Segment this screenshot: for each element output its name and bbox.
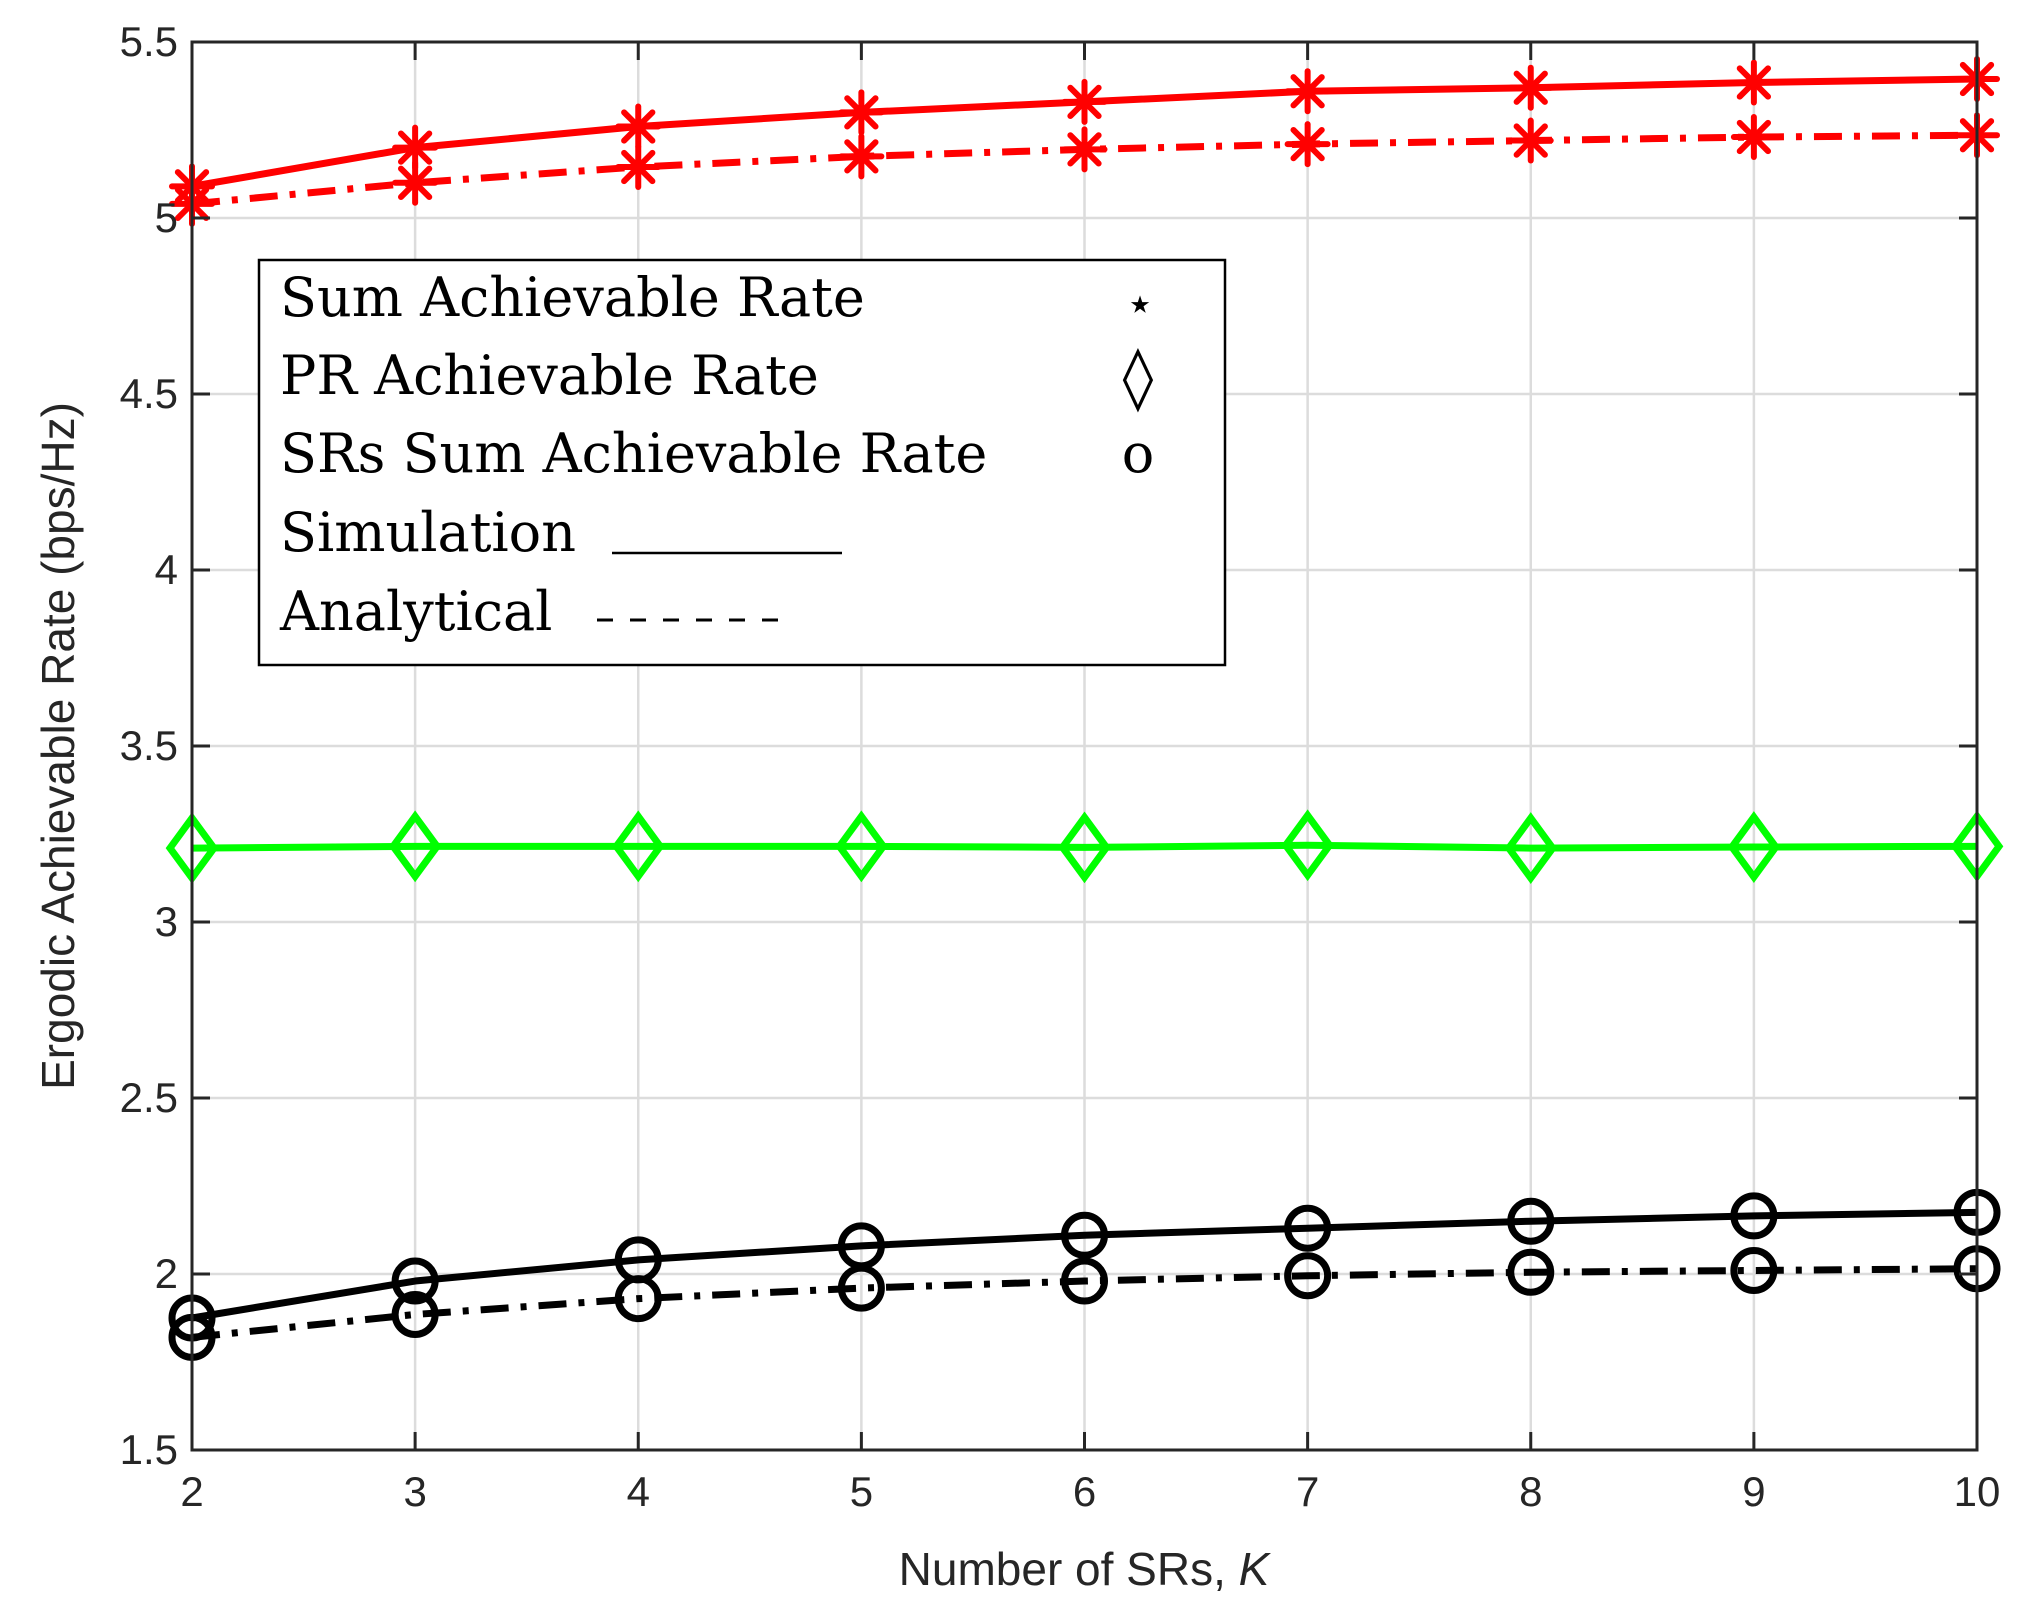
y-tick-label: 4.5 bbox=[120, 370, 178, 417]
series-diamond-marker bbox=[1727, 811, 1781, 883]
series-star-marker bbox=[844, 95, 879, 130]
y-tick-label: 5.5 bbox=[120, 18, 178, 65]
x-axis-label-text: Number of SRs, bbox=[899, 1543, 1239, 1595]
series-diamond-marker bbox=[388, 810, 442, 883]
series-diamond-marker bbox=[1058, 811, 1111, 884]
x-tick-label: 8 bbox=[1519, 1468, 1542, 1515]
series-1 bbox=[169, 112, 2000, 227]
series-line bbox=[191, 841, 1978, 852]
legend-label-srs-rate: SRs Sum Achievable Rate bbox=[280, 422, 987, 485]
series-star-marker bbox=[1736, 119, 1772, 155]
legend: Sum Achievable Rate ⋆ PR Achievable Rate… bbox=[257, 258, 1227, 667]
series-layer bbox=[165, 55, 2004, 1361]
series-star-marker bbox=[1513, 123, 1548, 158]
series-diamond-marker bbox=[1504, 812, 1558, 884]
x-tick-label: 10 bbox=[1954, 1468, 2001, 1515]
series-circle-marker bbox=[1061, 1257, 1108, 1305]
series-star-marker bbox=[1290, 126, 1325, 162]
series-star-marker bbox=[1736, 65, 1772, 100]
series-circle-marker bbox=[614, 1275, 662, 1323]
series-star-marker bbox=[621, 149, 656, 185]
series-star-marker bbox=[1067, 84, 1102, 119]
series-line bbox=[191, 1265, 1978, 1341]
x-tick-label: 2 bbox=[180, 1468, 203, 1515]
y-axis-label: Ergodic Achievable Rate (bps/Hz) bbox=[32, 402, 84, 1090]
x-tick-label: 7 bbox=[1296, 1468, 1319, 1515]
y-tick-label: 2 bbox=[155, 1250, 178, 1297]
series-star-marker bbox=[1290, 74, 1325, 109]
x-axis-label: Number of SRs, K bbox=[899, 1543, 1272, 1595]
x-axis-label-variable: K bbox=[1239, 1543, 1272, 1595]
y-tick-label: 2.5 bbox=[120, 1074, 178, 1121]
legend-label-sum-rate: Sum Achievable Rate bbox=[280, 266, 865, 329]
series-circle-marker bbox=[1284, 1204, 1332, 1252]
legend-box bbox=[257, 258, 1227, 667]
series-star-marker bbox=[621, 109, 656, 144]
x-tick-label: 9 bbox=[1742, 1468, 1765, 1515]
series-diamond-marker bbox=[1281, 809, 1334, 882]
x-tick-label: 4 bbox=[627, 1468, 650, 1515]
legend-label-analytical: Analytical bbox=[279, 580, 552, 643]
legend-label-simulation: Simulation bbox=[280, 501, 576, 564]
series-star-marker bbox=[397, 130, 433, 165]
x-tick-label: 3 bbox=[403, 1468, 426, 1515]
series-star-marker bbox=[397, 165, 433, 200]
ticks: 2 3 4 5 6 7 8 9 101.522.533.544.555.5 bbox=[120, 18, 2001, 1515]
legend-label-pr-rate: PR Achievable Rate bbox=[280, 344, 819, 407]
y-tick-label: 1.5 bbox=[120, 1426, 178, 1473]
series-star-marker bbox=[1513, 70, 1548, 105]
legend-star-icon: ⋆ bbox=[1125, 276, 1155, 332]
series-circle-marker bbox=[1284, 1252, 1332, 1300]
series-circle-marker bbox=[1507, 1248, 1555, 1296]
y-tick-label: 3.5 bbox=[120, 722, 178, 769]
series-star-marker bbox=[1067, 132, 1102, 167]
series-line bbox=[191, 1208, 1978, 1322]
y-tick-label: 5 bbox=[155, 194, 178, 241]
series-diamond-marker bbox=[835, 810, 888, 883]
series-circle-marker bbox=[837, 1264, 885, 1312]
series-circle-marker bbox=[1730, 1192, 1778, 1240]
legend-circle-icon: o bbox=[1122, 422, 1155, 485]
series-circle-marker bbox=[391, 1257, 439, 1305]
series-circle-marker bbox=[1730, 1246, 1778, 1294]
series-circle-marker bbox=[1061, 1211, 1108, 1259]
y-tick-label: 4 bbox=[155, 546, 178, 593]
series-diamond-marker bbox=[611, 810, 665, 883]
x-tick-label: 6 bbox=[1073, 1468, 1096, 1515]
series-star-marker bbox=[844, 139, 879, 174]
y-tick-label: 3 bbox=[155, 898, 178, 945]
series-0 bbox=[169, 55, 2000, 210]
series-circle-marker bbox=[1507, 1197, 1555, 1245]
x-tick-label: 5 bbox=[850, 1468, 873, 1515]
legend-diamond-icon: ◊ bbox=[1123, 340, 1154, 413]
series-circle-marker bbox=[391, 1290, 439, 1338]
